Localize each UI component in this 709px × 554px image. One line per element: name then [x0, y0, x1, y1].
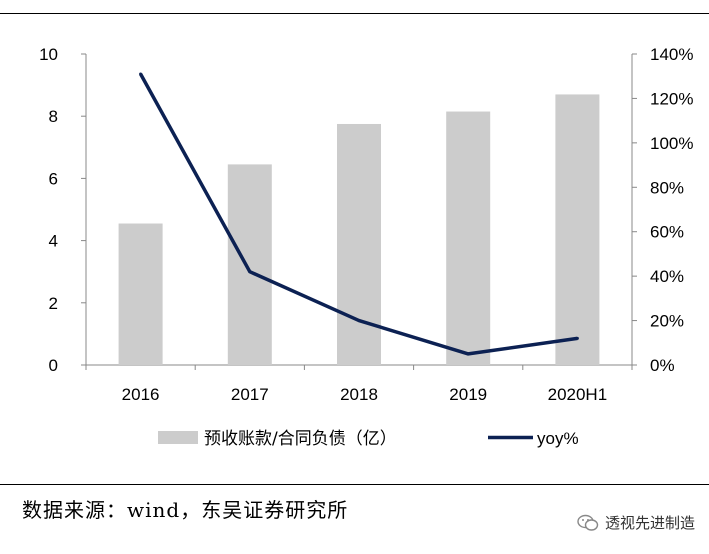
watermark-text: 透视先进制造 [604, 514, 695, 532]
yoy-point [139, 72, 143, 76]
x-tick-label: 2018 [340, 385, 378, 404]
y-right-tick-label: 0% [650, 356, 675, 375]
bar [337, 123, 381, 365]
legend-bar-label: 预收账款/合同负债（亿） [204, 429, 397, 449]
x-tick-label: 2016 [122, 385, 160, 404]
yoy-point [466, 352, 470, 356]
y-right-tick-label: 140% [650, 45, 693, 64]
bottom-rule [0, 484, 709, 485]
x-tick-label: 2019 [449, 385, 487, 404]
y-right-tick-label: 20% [650, 312, 684, 331]
wechat-icon [577, 514, 599, 531]
y-left-tick-label: 10 [39, 45, 58, 64]
y-left-tick-label: 0 [49, 356, 58, 375]
bar [118, 223, 163, 365]
x-tick-label: 2017 [231, 385, 269, 404]
y-left-tick-label: 8 [49, 107, 58, 126]
yoy-point [357, 319, 361, 323]
y-left-tick-label: 2 [49, 294, 58, 313]
bar [446, 111, 491, 365]
y-right-tick-label: 40% [650, 267, 684, 286]
legend-bar-swatch [158, 431, 198, 444]
y-left-tick-label: 6 [49, 169, 58, 188]
x-tick-label: 2020H1 [548, 385, 608, 404]
y-right-tick-label: 60% [650, 223, 684, 242]
y-right-tick-label: 80% [650, 178, 684, 197]
bar [555, 94, 600, 366]
source-note: 数据来源：wind，东吴证券研究所 [22, 498, 349, 522]
yoy-point [248, 270, 252, 274]
y-right-tick-label: 120% [650, 89, 693, 108]
watermark: 透视先进制造 [577, 512, 695, 533]
top-rule [0, 13, 709, 14]
legend-line-label: yoy% [537, 429, 579, 448]
y-right-tick-label: 100% [650, 134, 693, 153]
yoy-point [575, 336, 579, 340]
bar [227, 164, 272, 365]
y-left-tick-label: 4 [49, 232, 58, 251]
